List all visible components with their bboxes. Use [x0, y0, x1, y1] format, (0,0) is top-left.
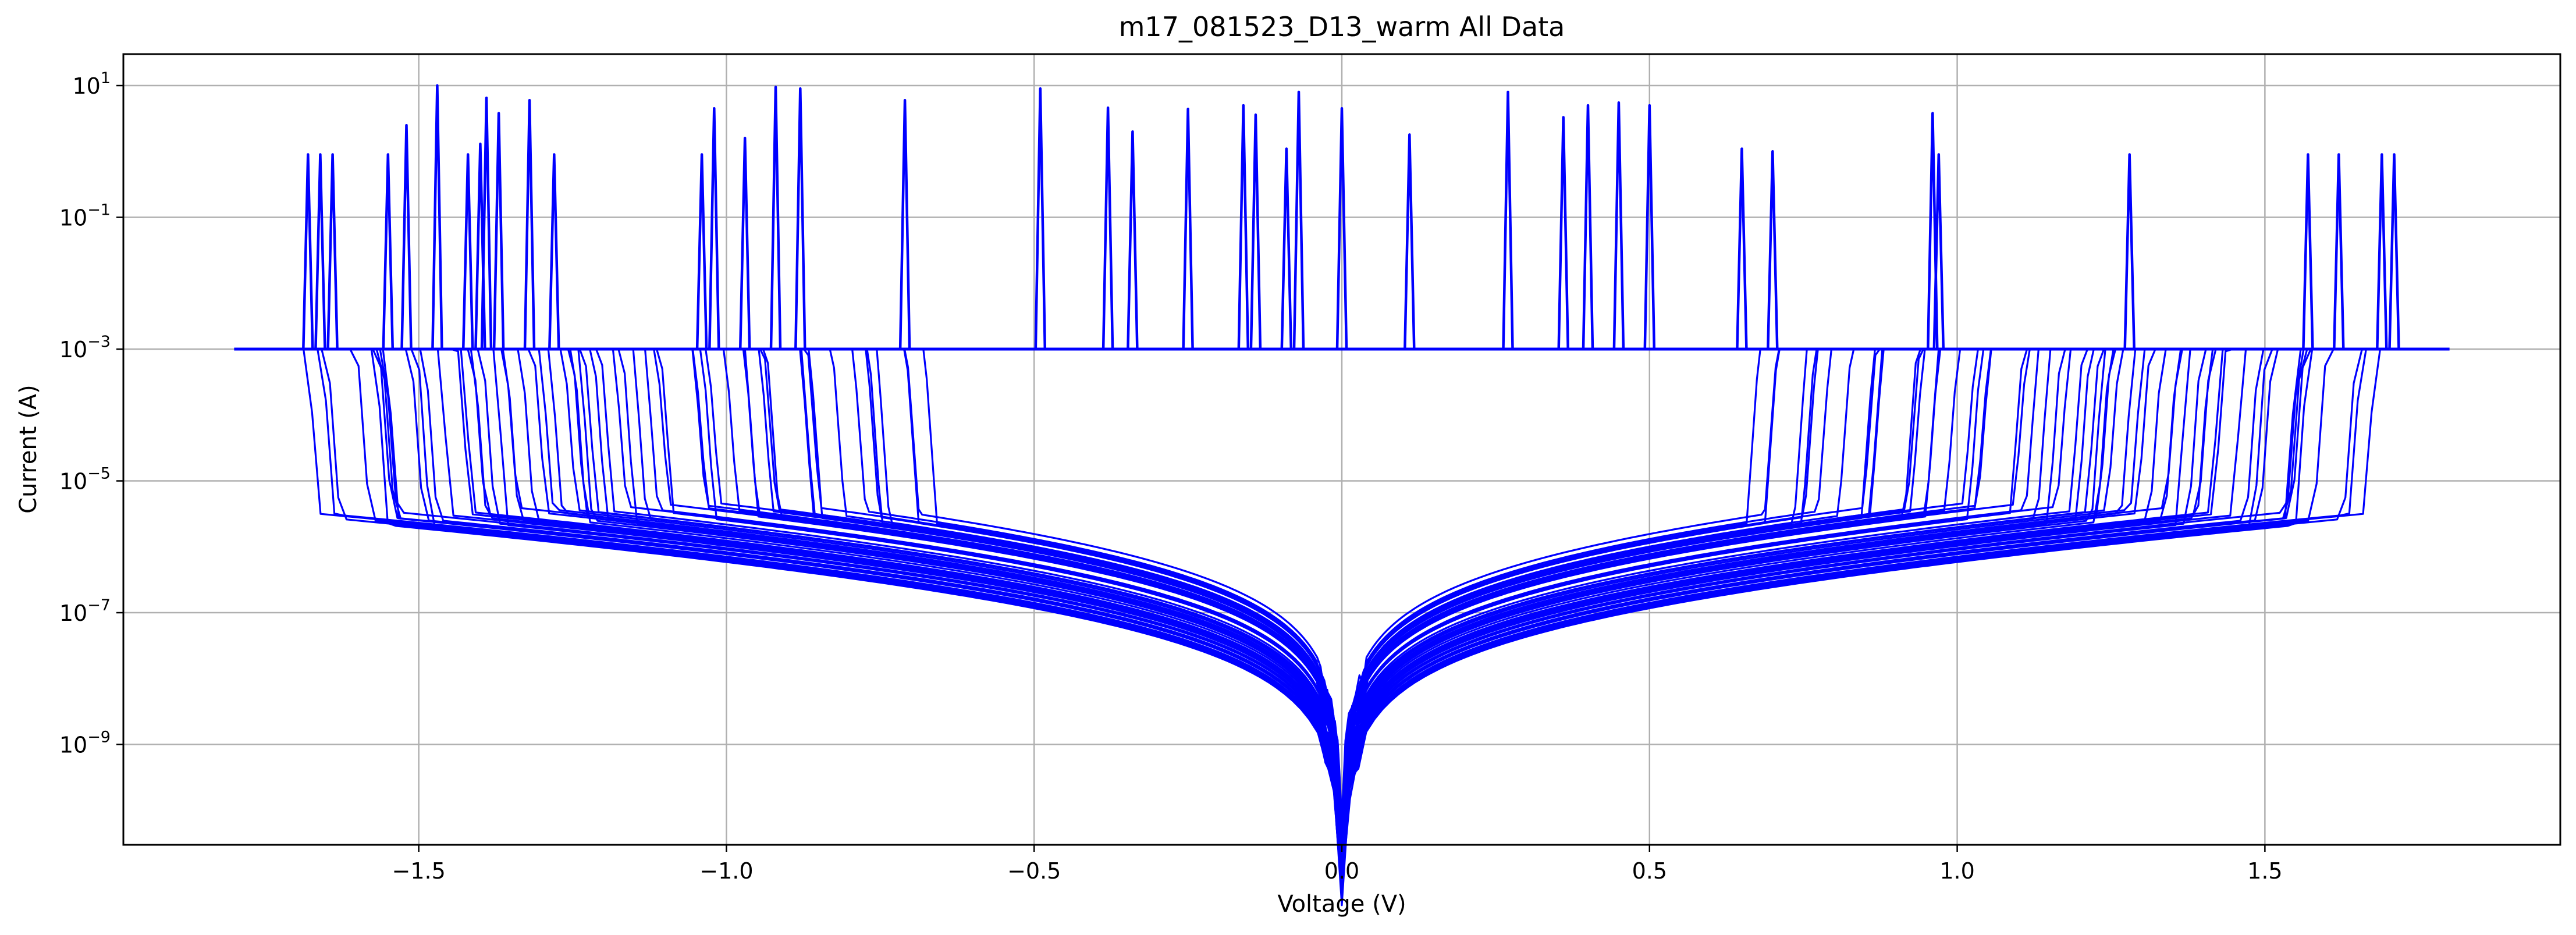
x-tick-label: −1.0	[699, 858, 753, 884]
x-tick-label: 1.0	[1939, 858, 1974, 884]
x-tick-label: −0.5	[1007, 858, 1061, 884]
chart-title: m17_081523_D13_warm All Data	[1119, 11, 1565, 42]
y-axis-label: Current (A)	[15, 385, 42, 514]
x-tick-label: 0.5	[1632, 858, 1667, 884]
x-tick-label: −1.5	[392, 858, 445, 884]
x-tick-label: 0.0	[1324, 858, 1359, 884]
x-tick-label: 1.5	[2247, 858, 2282, 884]
x-axis-label: Voltage (V)	[1277, 891, 1406, 918]
